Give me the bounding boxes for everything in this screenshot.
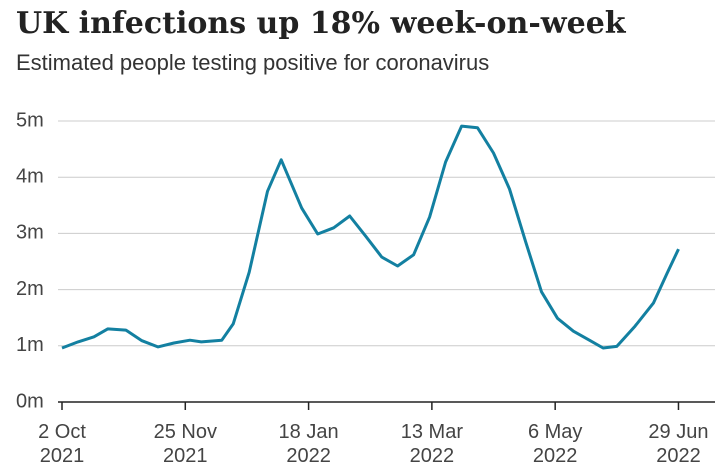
x-tick-label: 13 Mar 2022 (400, 421, 463, 467)
x-tick-label: 2 Oct 2021 (38, 421, 86, 467)
y-tick-label: 0m (16, 390, 44, 412)
x-tick-label: 29 Jun 2022 (648, 421, 709, 467)
y-tick-label: 1m (16, 334, 44, 356)
x-tick-label: 25 Nov 2021 (153, 421, 217, 467)
x-tick-label: 6 May 2022 (527, 421, 583, 467)
y-tick-label: 4m (16, 165, 44, 187)
y-tick-label: 5m (16, 109, 44, 131)
y-tick-label: 2m (16, 278, 44, 300)
y-tick-label: 3m (16, 222, 44, 244)
x-tick-label: 18 Jan 2022 (278, 421, 339, 467)
data-line (61, 124, 680, 350)
chart-title: UK infections up 18% week-on-week (16, 6, 626, 41)
chart-subtitle: Estimated people testing positive for co… (16, 50, 490, 75)
